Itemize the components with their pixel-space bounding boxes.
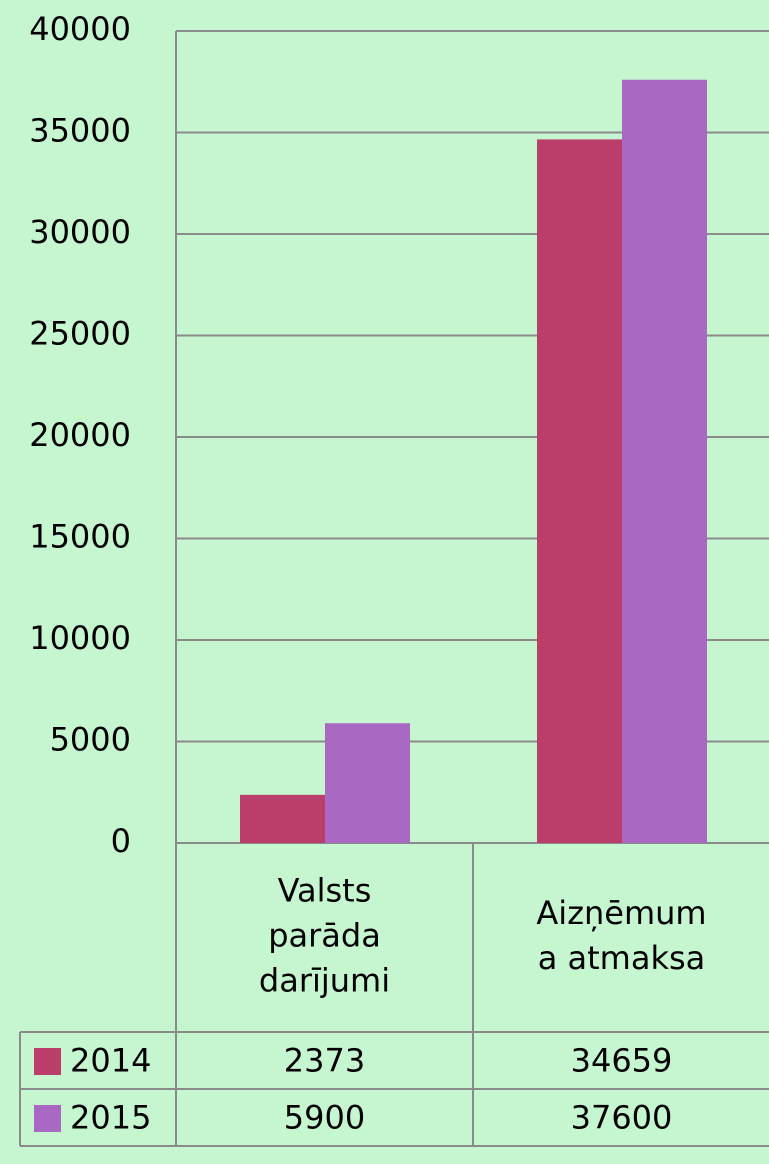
y-tick-label: 5000 (50, 721, 131, 759)
bar (537, 139, 622, 843)
table-value: 2373 (284, 1042, 365, 1080)
y-tick-label: 15000 (29, 518, 131, 556)
y-tick-label: 30000 (29, 213, 131, 251)
legend-swatch (34, 1048, 61, 1075)
table-value: 34659 (571, 1042, 673, 1080)
bar (325, 723, 410, 843)
bar (240, 794, 325, 843)
y-tick-label: 35000 (29, 112, 131, 150)
table-value: 5900 (284, 1099, 365, 1137)
table-value: 37600 (571, 1099, 673, 1137)
y-tick-label: 25000 (29, 315, 131, 353)
legend-label: 2014 (70, 1042, 151, 1080)
bar (622, 79, 707, 844)
x-tick-label: Aizņēmum a atmaksa (536, 894, 706, 977)
y-tick-label: 10000 (29, 619, 131, 657)
legend-swatch (34, 1105, 61, 1132)
legend-label: 2015 (70, 1099, 151, 1137)
x-tick-label: Valsts parāda darījumi (259, 872, 390, 1000)
y-tick-label: 0 (111, 822, 131, 860)
y-tick-label: 40000 (29, 10, 131, 48)
y-tick-label: 20000 (29, 416, 131, 454)
